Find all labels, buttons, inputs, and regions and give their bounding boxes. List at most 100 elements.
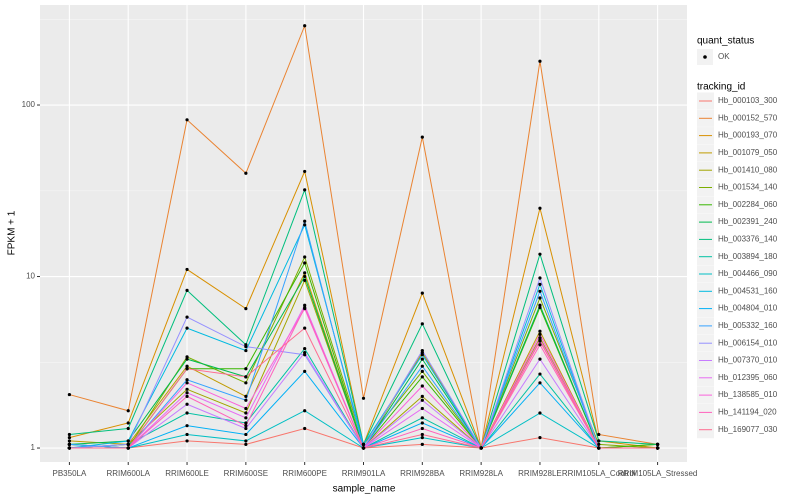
grid bbox=[40, 5, 687, 462]
legend-label: Hb_000103_300 bbox=[718, 96, 778, 105]
data-point bbox=[126, 446, 130, 450]
data-point bbox=[420, 421, 424, 425]
legend-label: Hb_004804_010 bbox=[718, 304, 778, 313]
y-axis-title: FPKM + 1 bbox=[7, 210, 18, 255]
data-point bbox=[185, 118, 189, 122]
data-point bbox=[420, 322, 424, 326]
x-tick-label: RRIM105LA_Control bbox=[562, 469, 636, 478]
data-point bbox=[420, 398, 424, 402]
data-point bbox=[244, 426, 248, 431]
data-point bbox=[67, 392, 72, 397]
data-point bbox=[244, 424, 248, 428]
data-point bbox=[538, 296, 542, 300]
data-point bbox=[185, 315, 189, 319]
x-tick-label: RRIM928LA bbox=[459, 469, 503, 478]
data-point bbox=[538, 343, 542, 347]
data-point bbox=[67, 432, 72, 437]
x-tick-label: RRIM600LA bbox=[106, 469, 150, 478]
legend-label: Hb_001534_140 bbox=[718, 183, 778, 192]
legend-label: Hb_007370_010 bbox=[718, 356, 778, 365]
data-point bbox=[420, 436, 424, 440]
data-point bbox=[538, 303, 542, 307]
data-point bbox=[67, 439, 72, 443]
data-point bbox=[185, 378, 189, 382]
data-point bbox=[244, 348, 248, 353]
data-point bbox=[185, 402, 189, 406]
data-point bbox=[303, 369, 307, 373]
data-point bbox=[420, 364, 424, 368]
data-point bbox=[67, 446, 72, 450]
data-point bbox=[126, 442, 130, 446]
data-point bbox=[185, 411, 189, 415]
data-point bbox=[185, 424, 189, 428]
data-point bbox=[67, 436, 72, 440]
data-point bbox=[538, 282, 542, 286]
data-point bbox=[420, 291, 424, 295]
data-point bbox=[420, 394, 424, 399]
data-point bbox=[420, 416, 424, 420]
legend-title: tracking_id bbox=[697, 82, 745, 93]
data-point bbox=[538, 357, 542, 361]
data-point bbox=[244, 416, 248, 420]
data-point bbox=[597, 439, 601, 443]
data-point bbox=[185, 381, 189, 385]
data-point bbox=[185, 326, 189, 330]
data-point bbox=[361, 446, 366, 450]
data-point bbox=[244, 398, 248, 402]
data-point bbox=[538, 252, 542, 256]
y-tick-label: 10 bbox=[26, 272, 35, 281]
data-point bbox=[538, 436, 542, 440]
data-point bbox=[244, 307, 248, 311]
data-point bbox=[303, 305, 307, 310]
data-point bbox=[185, 387, 189, 391]
data-point bbox=[303, 255, 307, 259]
x-axis-title: sample_name bbox=[333, 484, 396, 495]
legend-label: Hb_001410_080 bbox=[718, 165, 778, 174]
data-point bbox=[126, 439, 130, 443]
x-tick-label: RRIM901LA bbox=[342, 469, 386, 478]
data-point bbox=[185, 439, 189, 443]
data-point bbox=[185, 288, 189, 293]
data-point bbox=[420, 348, 424, 353]
data-point bbox=[420, 442, 424, 446]
data-point bbox=[244, 367, 248, 371]
data-point bbox=[244, 439, 248, 443]
data-point bbox=[420, 406, 424, 411]
data-point bbox=[185, 394, 189, 399]
legend-label: Hb_141194_020 bbox=[718, 408, 777, 417]
data-point bbox=[185, 432, 189, 437]
data-point bbox=[538, 305, 542, 310]
data-point bbox=[420, 432, 424, 437]
data-point bbox=[303, 426, 307, 431]
data-point bbox=[655, 446, 660, 450]
x-tick-label: RRIM105LA_Stressed bbox=[618, 469, 698, 478]
data-point bbox=[185, 355, 189, 359]
data-point bbox=[303, 326, 307, 330]
legend-label: Hb_169077_030 bbox=[718, 425, 778, 434]
data-point bbox=[303, 303, 307, 307]
data-point bbox=[185, 391, 189, 395]
data-point bbox=[538, 329, 542, 333]
x-tick-label: RRIM928LE bbox=[518, 469, 562, 478]
data-point bbox=[655, 442, 660, 446]
data-point bbox=[538, 206, 542, 210]
legend-label: Hb_003376_140 bbox=[718, 235, 778, 244]
data-point bbox=[597, 442, 601, 446]
data-point bbox=[361, 396, 366, 400]
legend-label: Hb_004531_160 bbox=[718, 286, 778, 295]
legend-label: Hb_005332_160 bbox=[718, 321, 778, 330]
data-point bbox=[538, 372, 542, 376]
data-point bbox=[303, 188, 307, 192]
legend-label: Hb_003894_180 bbox=[718, 252, 778, 261]
data-point bbox=[303, 223, 307, 227]
shape-legend-title: quant_status bbox=[697, 36, 754, 47]
data-point bbox=[244, 375, 248, 379]
x-tick-label: RRIM928BA bbox=[400, 469, 445, 478]
data-point bbox=[244, 171, 248, 175]
y-tick-label: 1 bbox=[31, 443, 36, 452]
data-point bbox=[244, 432, 248, 437]
legend-label: Hb_001079_050 bbox=[718, 148, 778, 157]
data-point bbox=[420, 135, 424, 139]
